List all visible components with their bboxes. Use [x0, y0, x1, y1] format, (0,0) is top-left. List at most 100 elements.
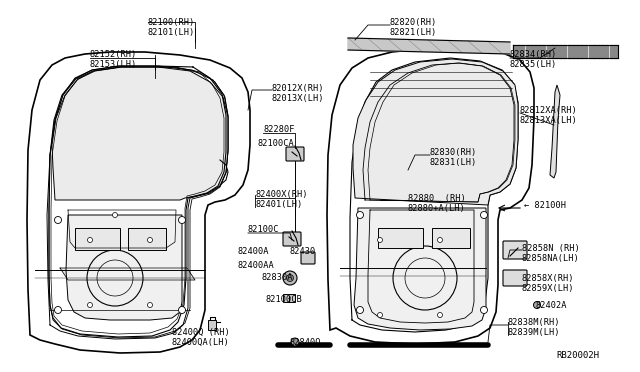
Polygon shape: [555, 45, 558, 58]
Text: 82858NA(LH): 82858NA(LH): [522, 253, 580, 263]
Bar: [378, 228, 423, 248]
Polygon shape: [614, 45, 617, 58]
Polygon shape: [538, 45, 541, 58]
Bar: [432, 228, 470, 248]
Text: 82834(RH): 82834(RH): [510, 51, 557, 60]
Circle shape: [481, 212, 488, 218]
Text: 82100CB: 82100CB: [265, 295, 301, 305]
Polygon shape: [530, 45, 532, 58]
Text: ← 82100H: ← 82100H: [524, 201, 566, 209]
Text: 82100CA: 82100CA: [258, 138, 295, 148]
Text: 82280F: 82280F: [263, 125, 294, 135]
Polygon shape: [513, 45, 516, 58]
Circle shape: [438, 312, 442, 317]
FancyBboxPatch shape: [283, 232, 301, 246]
Polygon shape: [551, 45, 554, 58]
Polygon shape: [525, 45, 529, 58]
Polygon shape: [568, 45, 571, 58]
Text: 82813XA(LH): 82813XA(LH): [520, 115, 578, 125]
Polygon shape: [589, 45, 591, 58]
Circle shape: [88, 237, 93, 243]
Circle shape: [378, 312, 383, 317]
Circle shape: [179, 217, 186, 224]
Polygon shape: [580, 45, 583, 58]
Text: 82840Q: 82840Q: [290, 337, 321, 346]
Bar: [208, 320, 216, 330]
Circle shape: [438, 237, 442, 243]
Circle shape: [147, 237, 152, 243]
Circle shape: [287, 275, 294, 282]
Text: 82100C: 82100C: [248, 225, 280, 234]
FancyBboxPatch shape: [301, 252, 315, 264]
Text: 82830A: 82830A: [262, 273, 294, 282]
Text: 82821(LH): 82821(LH): [390, 28, 437, 36]
Circle shape: [356, 212, 364, 218]
Text: 82400QA(LH): 82400QA(LH): [172, 337, 230, 346]
Circle shape: [534, 301, 541, 308]
Text: 82838M(RH): 82838M(RH): [508, 317, 561, 327]
Circle shape: [54, 307, 61, 314]
Polygon shape: [605, 45, 609, 58]
Circle shape: [356, 307, 364, 314]
Polygon shape: [563, 45, 566, 58]
Polygon shape: [584, 45, 588, 58]
Bar: [128, 228, 166, 250]
Polygon shape: [534, 45, 537, 58]
Polygon shape: [517, 45, 520, 58]
Text: 82013X(LH): 82013X(LH): [272, 93, 324, 103]
Circle shape: [283, 271, 297, 285]
Bar: [75, 228, 120, 250]
Text: 82830(RH): 82830(RH): [430, 148, 477, 157]
Circle shape: [291, 338, 299, 346]
Polygon shape: [576, 45, 579, 58]
Polygon shape: [597, 45, 600, 58]
Polygon shape: [572, 45, 575, 58]
Polygon shape: [327, 48, 534, 344]
Text: 82400A: 82400A: [238, 247, 269, 257]
Text: 82820(RH): 82820(RH): [390, 17, 437, 26]
Circle shape: [88, 302, 93, 308]
Circle shape: [179, 307, 186, 314]
Circle shape: [113, 212, 118, 218]
Text: 82812XA(RH): 82812XA(RH): [520, 106, 578, 115]
Text: 82153(LH): 82153(LH): [90, 61, 137, 70]
Polygon shape: [52, 67, 228, 200]
Polygon shape: [559, 45, 562, 58]
Text: 82858N (RH): 82858N (RH): [522, 244, 580, 253]
Text: 82880+A(LH): 82880+A(LH): [408, 203, 466, 212]
Text: 82400X(RH): 82400X(RH): [255, 190, 307, 199]
Polygon shape: [66, 215, 182, 320]
Circle shape: [54, 217, 61, 224]
Polygon shape: [610, 45, 612, 58]
FancyBboxPatch shape: [503, 270, 527, 286]
Text: 82839M(LH): 82839M(LH): [508, 327, 561, 337]
Text: 82880  (RH): 82880 (RH): [408, 193, 466, 202]
Polygon shape: [27, 52, 250, 353]
Circle shape: [481, 307, 488, 314]
Circle shape: [147, 302, 152, 308]
Bar: [283, 294, 295, 302]
Polygon shape: [543, 45, 545, 58]
Text: 82401(LH): 82401(LH): [255, 201, 302, 209]
Text: 82402A: 82402A: [535, 301, 566, 310]
Polygon shape: [522, 45, 524, 58]
Polygon shape: [348, 38, 510, 54]
Text: 82858X(RH): 82858X(RH): [522, 273, 575, 282]
Circle shape: [378, 237, 383, 243]
Text: 82859X(LH): 82859X(LH): [522, 283, 575, 292]
Polygon shape: [593, 45, 596, 58]
Text: 82152(RH): 82152(RH): [90, 51, 137, 60]
Text: 82012X(RH): 82012X(RH): [272, 83, 324, 93]
Polygon shape: [550, 85, 560, 178]
Text: 82835(LH): 82835(LH): [510, 61, 557, 70]
FancyBboxPatch shape: [503, 241, 527, 259]
Polygon shape: [513, 45, 618, 58]
Polygon shape: [353, 59, 518, 205]
Text: 82400AA: 82400AA: [238, 260, 275, 269]
Text: 82100(RH): 82100(RH): [148, 17, 195, 26]
Polygon shape: [547, 45, 550, 58]
Polygon shape: [354, 208, 486, 330]
Polygon shape: [60, 268, 195, 280]
FancyBboxPatch shape: [286, 147, 304, 161]
Text: 82400Q (RH): 82400Q (RH): [172, 327, 230, 337]
